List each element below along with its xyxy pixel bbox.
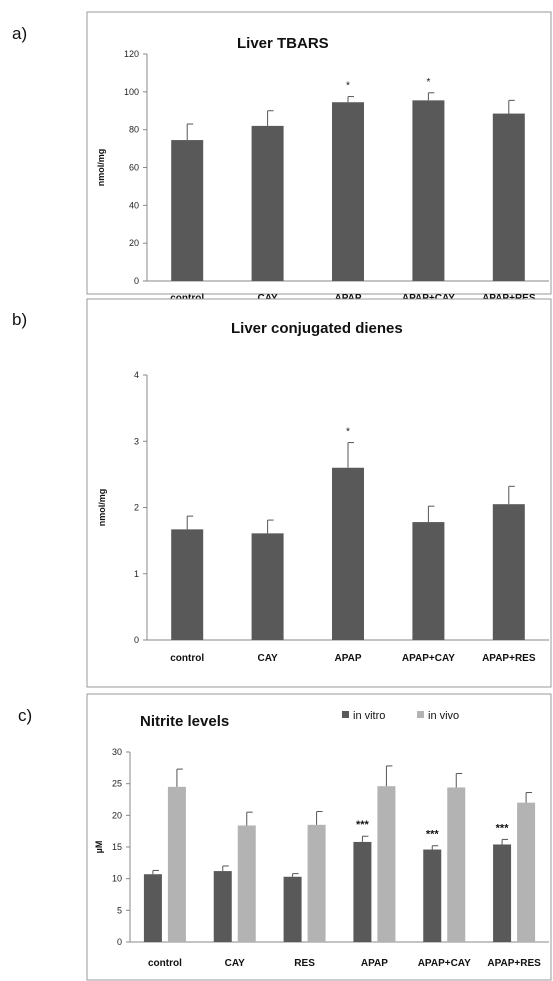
bar: [492, 113, 525, 282]
panel-label-c: c): [18, 706, 33, 725]
y-tick-label: 0: [134, 276, 139, 286]
category-label: control: [148, 958, 182, 969]
category-label: APAP+RES: [482, 653, 536, 664]
y-tick-label: 20: [112, 810, 122, 820]
panel-label-b: b): [12, 310, 28, 329]
y-tick-label: 4: [134, 370, 139, 380]
legend-label: in vitro: [353, 710, 385, 722]
category-label: CAY: [257, 653, 278, 664]
bar: [171, 140, 204, 281]
y-tick-label: 30: [112, 747, 122, 757]
category-label: APAP: [334, 653, 361, 664]
chart-title: Liver TBARS: [237, 35, 329, 52]
y-tick-label: 60: [129, 163, 139, 173]
bar: [171, 529, 204, 640]
y-tick-label: 120: [124, 49, 139, 59]
y-tick-label: 1: [134, 569, 139, 579]
y-tick-label: 5: [117, 905, 122, 915]
y-tick-label: 40: [129, 200, 139, 210]
category-label: APAP+RES: [487, 958, 541, 969]
y-axis-label: nmol/mg: [96, 149, 106, 187]
chart-frame: [86, 298, 552, 688]
y-tick-label: 25: [112, 779, 122, 789]
y-axis-label: µM: [94, 841, 104, 854]
y-tick-label: 20: [129, 238, 139, 248]
y-tick-label: 3: [134, 436, 139, 446]
y-tick-label: 15: [112, 842, 122, 852]
legend-swatch: [417, 711, 424, 718]
y-tick-label: 100: [124, 87, 139, 97]
bar: [492, 504, 525, 640]
significance-marker: *: [346, 81, 350, 92]
bar: [213, 871, 232, 942]
bar: [412, 522, 445, 640]
y-tick-label: 80: [129, 125, 139, 135]
bar: [447, 787, 466, 942]
bar: [423, 849, 442, 942]
y-tick-label: 0: [117, 937, 122, 947]
bar: [283, 876, 302, 942]
y-axis-label: nmol/mg: [97, 489, 107, 527]
bar: [493, 844, 512, 942]
bar: [517, 802, 536, 942]
significance-marker: ***: [496, 822, 510, 834]
bar: [143, 874, 162, 942]
chart-title: Nitrite levels: [140, 713, 229, 730]
chart-frame: [86, 11, 552, 295]
significance-marker: ***: [426, 829, 440, 841]
significance-marker: *: [346, 427, 350, 438]
significance-marker: ***: [356, 819, 370, 831]
legend-swatch: [342, 711, 349, 718]
y-tick-label: 0: [134, 635, 139, 645]
category-label: APAP+CAY: [402, 653, 455, 664]
category-label: CAY: [225, 958, 246, 969]
chart-3: 0 5 10 15 20 25 30 µM Nitrite levels control CAY RE…: [86, 693, 552, 981]
bar: [251, 533, 284, 640]
bar: [377, 786, 396, 942]
bar: [237, 825, 256, 942]
chart-2: 0 1 2 3 4 nmol/mg Liver conjugated dienes contr…: [86, 298, 552, 688]
panel-label-a: a): [12, 24, 28, 43]
legend-label: in vivo: [428, 710, 459, 722]
bar: [332, 102, 364, 281]
bar: [332, 467, 364, 640]
category-label: APAP: [361, 958, 388, 969]
bar: [353, 841, 372, 942]
bar: [167, 786, 186, 942]
y-tick-label: 10: [112, 874, 122, 884]
y-tick-label: 2: [134, 503, 139, 513]
category-label: APAP+CAY: [418, 958, 471, 969]
bar: [412, 100, 445, 282]
bar: [251, 125, 284, 281]
category-label: control: [170, 653, 204, 664]
chart-title: Liver conjugated dienes: [231, 320, 403, 337]
bar: [307, 824, 326, 942]
significance-marker: *: [426, 77, 430, 88]
category-label: RES: [294, 958, 315, 969]
